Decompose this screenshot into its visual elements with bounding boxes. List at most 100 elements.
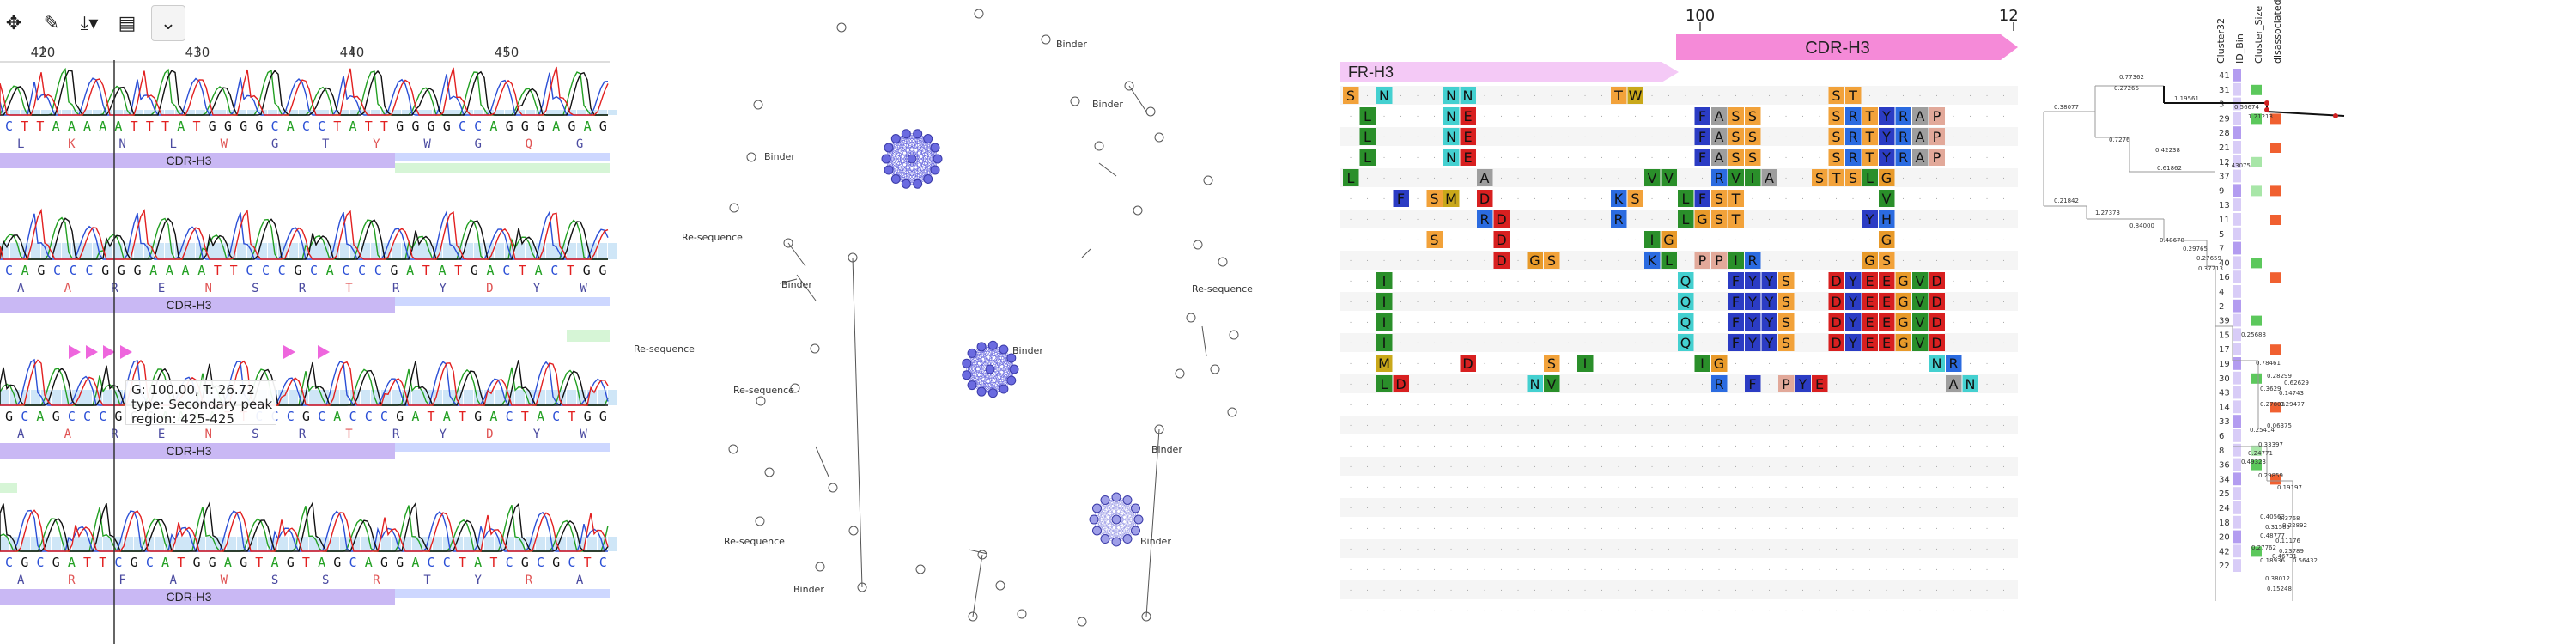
- node[interactable]: [962, 358, 972, 368]
- alignment-row[interactable]: · · M · · · · D · · · · S · I · · · · · · I G · · · · · · · · · · · · N R · · ·: [1340, 354, 2018, 373]
- node[interactable]: [848, 526, 859, 536]
- alignment-row[interactable]: · · · · · · · · R D · · · · · · R · · · L G S T · · · · · · · Y H · · · · · · ·: [1340, 210, 2018, 228]
- node[interactable]: [1100, 534, 1110, 544]
- node[interactable]: [995, 580, 1005, 591]
- node[interactable]: [1111, 537, 1121, 547]
- selected-node[interactable]: [2333, 113, 2338, 118]
- node[interactable]: [1203, 175, 1213, 185]
- alignment-row[interactable]: · · L D · · · · · · · N V · · · · · · · · · R · F · P Y E · · · · · · · A N · ·: [1340, 374, 2018, 393]
- node[interactable]: [753, 100, 763, 110]
- clipboard-icon[interactable]: ▤: [118, 12, 137, 33]
- node[interactable]: [1017, 609, 1027, 619]
- node[interactable]: [1186, 313, 1196, 323]
- node[interactable]: [790, 383, 800, 393]
- alignment-row[interactable]: · · · · · · · · · · · · · · · · · · · · · · · · · · · · · · · · · · · · · · · ·: [1340, 580, 2018, 599]
- selected-node[interactable]: [2264, 100, 2269, 106]
- node[interactable]: [967, 348, 977, 358]
- node[interactable]: [1133, 514, 1144, 525]
- node[interactable]: [1193, 240, 1203, 250]
- node[interactable]: [728, 444, 738, 454]
- network-graph[interactable]: BinderBinderBinderBinderBinderBinderBind…: [635, 0, 1322, 644]
- node[interactable]: [1091, 503, 1102, 513]
- node[interactable]: [985, 364, 995, 374]
- node[interactable]: [1041, 34, 1051, 45]
- node[interactable]: [976, 386, 987, 397]
- alignment-row[interactable]: S · N · · · N N · · · · · · · · T W · · · · · · · · · · · S T · · · · · · · · ·: [1340, 86, 2018, 105]
- node[interactable]: [967, 380, 977, 391]
- node[interactable]: [976, 342, 987, 352]
- node[interactable]: [828, 483, 838, 493]
- node[interactable]: [987, 388, 998, 398]
- node[interactable]: [913, 129, 923, 139]
- alignment-row[interactable]: · · · · · · · · · · · · · · · · · · · · · · · · · · · · · · · · · · · · · · · ·: [1340, 539, 2018, 558]
- alignment-row[interactable]: · · · · · · · · · · · · · · · · · · · · · · · · · · · · · · · · · · · · · · · ·: [1340, 395, 2018, 414]
- edit-pencil-icon[interactable]: ✎: [43, 12, 60, 33]
- node[interactable]: [890, 173, 901, 184]
- node[interactable]: [1091, 526, 1102, 536]
- node[interactable]: [746, 152, 756, 162]
- node[interactable]: [836, 22, 847, 33]
- alignment-row[interactable]: · · I · · · · · · · · · · · · · · · · · Q · · F Y Y S · · D Y E E G V D · · · ·: [1340, 271, 2018, 290]
- node[interactable]: [930, 143, 940, 153]
- node[interactable]: [1006, 375, 1017, 386]
- node[interactable]: [729, 203, 739, 213]
- alignment-row[interactable]: · L · · · · N E · · · · · · · · · · · · · F A S S · · · · S R T Y R A P · · · ·: [1340, 106, 2018, 125]
- node[interactable]: [1133, 205, 1143, 216]
- node[interactable]: [881, 154, 891, 164]
- alignment-row[interactable]: · · I · · · · · · · · · · · · · · · · · Q · · F Y Y S · · D Y E E G V D · · · ·: [1340, 333, 2018, 352]
- node[interactable]: [1145, 106, 1156, 117]
- node[interactable]: [764, 467, 775, 477]
- node[interactable]: [987, 340, 998, 350]
- node[interactable]: [1227, 407, 1237, 417]
- alignment-row[interactable]: · · · · · · · · · · · · · · · · · · · · · · · · · · · · · · · · · · · · · · · ·: [1340, 601, 2018, 620]
- alignment-row[interactable]: · · · · · S · · · D · · · · · · · · I G · · · · · · · · · · · · G · · · · · · ·: [1340, 230, 2018, 249]
- node[interactable]: [907, 154, 917, 164]
- selected-node[interactable]: [2264, 107, 2269, 112]
- node[interactable]: [884, 143, 894, 153]
- alignment-row[interactable]: · · I · · · · · · · · · · · · · · · · · Q · · F Y Y S · · D Y E E G V D · · · ·: [1340, 292, 2018, 311]
- fit-view-icon[interactable]: ✥: [5, 12, 22, 33]
- node[interactable]: [810, 343, 820, 354]
- node[interactable]: [1111, 514, 1121, 525]
- node[interactable]: [1070, 96, 1080, 106]
- alignment-row[interactable]: · · · · · · · · · · · · · · · · · · · · · · · · · · · · · · · · · · · · · · · ·: [1340, 457, 2018, 476]
- node[interactable]: [923, 134, 933, 144]
- node[interactable]: [884, 165, 894, 175]
- node[interactable]: [913, 179, 923, 189]
- node[interactable]: [962, 370, 972, 380]
- node-cluster[interactable]: [881, 129, 943, 189]
- node[interactable]: [923, 173, 933, 184]
- node[interactable]: [890, 134, 901, 144]
- alignment-canvas[interactable]: 100120FR-H3CDR-H3S·N···NN········TW·····…: [1340, 0, 2018, 644]
- alignment-row[interactable]: · · I · · · · · · · · · · · · · · · · · Q · · F Y Y S · · D Y E E G V D · · · ·: [1340, 313, 2018, 331]
- node[interactable]: [1077, 617, 1087, 627]
- phylogenetic-tree[interactable]: Cluster32 ID_Bin Cluster_Size disassociated…: [2035, 0, 2576, 644]
- alignment-row[interactable]: · · · · · · · · · · · · · · · · · · · · · · · · · · · · · · · · · · · · · · · ·: [1340, 436, 2018, 455]
- node[interactable]: [815, 562, 825, 572]
- node[interactable]: [901, 179, 911, 189]
- node[interactable]: [1131, 526, 1141, 536]
- alignment-row[interactable]: · L · · · · N E · · · · · · · · · · · · · F A S S · · · · S R T Y R A P · · · ·: [1340, 148, 2018, 167]
- node[interactable]: [1210, 364, 1220, 374]
- node-cluster[interactable]: [962, 340, 1019, 398]
- node[interactable]: [999, 344, 1009, 355]
- node[interactable]: [756, 396, 766, 406]
- node[interactable]: [1175, 368, 1185, 379]
- node[interactable]: [1111, 492, 1121, 502]
- download-icon[interactable]: ⤓▾: [80, 12, 99, 33]
- node[interactable]: [1009, 364, 1019, 374]
- node[interactable]: [901, 129, 911, 139]
- node-cluster[interactable]: [1089, 492, 1144, 547]
- node[interactable]: [933, 154, 943, 164]
- node[interactable]: [1094, 141, 1104, 151]
- chevron-down-icon[interactable]: ⌄: [151, 5, 185, 41]
- node[interactable]: [1218, 257, 1228, 267]
- alignment-row[interactable]: · · · · · · · · · D · G S · · · · · K L · P P I R · · · · · · G S · · · · · · ·: [1340, 251, 2018, 270]
- node[interactable]: [1154, 132, 1164, 143]
- node[interactable]: [915, 564, 926, 574]
- node[interactable]: [1006, 353, 1017, 363]
- node[interactable]: [1089, 514, 1099, 525]
- alignment-row[interactable]: · · · · · · · · · · · · · · · · · · · · · · · · · · · · · · · · · · · · · · · ·: [1340, 498, 2018, 517]
- node[interactable]: [974, 9, 984, 19]
